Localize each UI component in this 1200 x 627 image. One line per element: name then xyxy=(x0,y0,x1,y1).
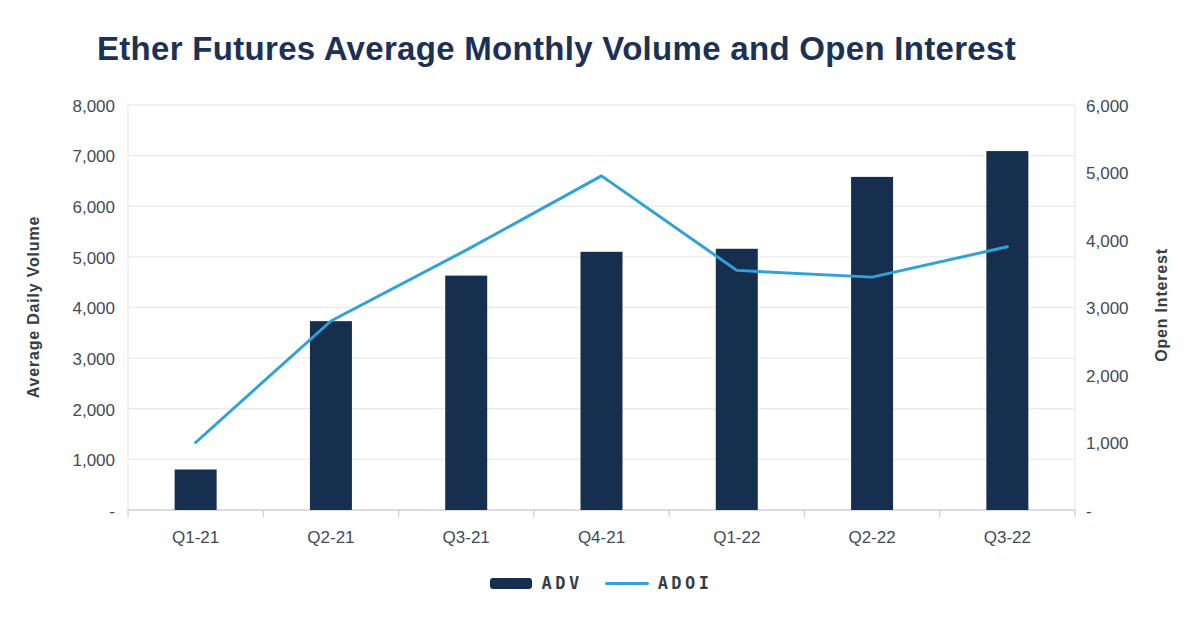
bar-Q2-21 xyxy=(310,321,352,510)
y-tick-label-right: 4,000 xyxy=(1086,232,1129,251)
y-tick-label-right: 2,000 xyxy=(1086,367,1129,386)
y-tick-label-right: 1,000 xyxy=(1086,434,1129,453)
y-tick-label-right: - xyxy=(1086,502,1092,521)
adoi-line-swatch-icon xyxy=(605,582,649,585)
plot-area: - 1,000 2,000 3,000 4,000 5,000 6,000 7,000 8,00… xyxy=(0,0,1200,627)
y-tick-label-right: 5,000 xyxy=(1086,164,1129,183)
y-tick-label-left: - xyxy=(109,502,115,521)
adoi-legend-label: ADOI xyxy=(658,573,713,593)
x-tick-label: Q3-22 xyxy=(984,528,1031,547)
y-tick-label-left: 6,000 xyxy=(72,198,115,217)
y-tick-label-left: 3,000 xyxy=(72,350,115,369)
legend-item-adoi: ADOI xyxy=(605,573,713,593)
x-tick-label: Q1-21 xyxy=(172,528,219,547)
x-tick-label: Q2-22 xyxy=(848,528,895,547)
y-tick-label-left: 8,000 xyxy=(72,97,115,116)
y-tick-label-right: 3,000 xyxy=(1086,299,1129,318)
y-tick-label-left: 7,000 xyxy=(72,147,115,166)
y-tick-label-left: 5,000 xyxy=(72,249,115,268)
bar-Q3-21 xyxy=(445,276,487,510)
x-tick-label: Q4-21 xyxy=(578,528,625,547)
y-tick-label-left: 4,000 xyxy=(72,299,115,318)
x-tick-label: Q1-22 xyxy=(713,528,760,547)
legend-item-adv: ADV xyxy=(490,573,582,593)
bar-Q1-22 xyxy=(716,249,758,510)
legend: ADV ADOI xyxy=(128,571,1075,595)
bar-Q2-22 xyxy=(851,177,893,510)
x-tick-label: Q2-21 xyxy=(307,528,354,547)
adv-bar-swatch-icon xyxy=(490,578,532,589)
x-tick-label: Q3-21 xyxy=(443,528,490,547)
bar-Q3-22 xyxy=(986,151,1028,510)
chart-container: Ether Futures Average Monthly Volume and… xyxy=(0,0,1200,627)
y-tick-label-left: 1,000 xyxy=(72,451,115,470)
bar-Q1-21 xyxy=(175,470,217,511)
y-tick-label-left: 2,000 xyxy=(72,401,115,420)
y-tick-label-right: 6,000 xyxy=(1086,97,1129,116)
adv-legend-label: ADV xyxy=(541,573,582,593)
bar-Q4-21 xyxy=(581,252,623,510)
